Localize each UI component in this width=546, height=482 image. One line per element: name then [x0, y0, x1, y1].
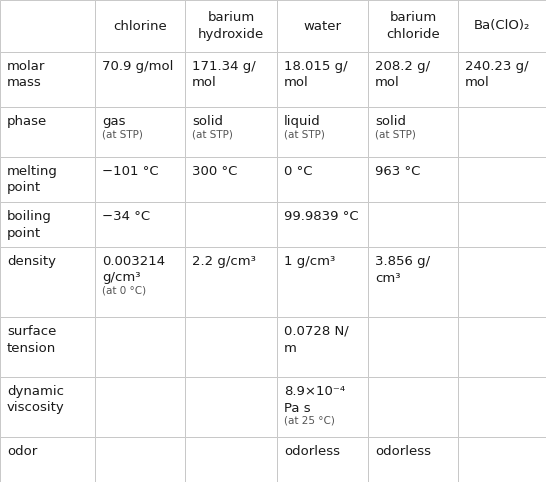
- Text: −34 °C: −34 °C: [102, 210, 150, 223]
- Bar: [458, 247, 546, 317]
- Bar: [185, 437, 277, 482]
- Bar: [277, 107, 368, 157]
- Bar: [185, 247, 277, 317]
- Text: chlorine: chlorine: [113, 19, 167, 32]
- Bar: [185, 52, 277, 107]
- Text: dynamic
viscosity: dynamic viscosity: [7, 385, 65, 415]
- Bar: [458, 377, 546, 437]
- Bar: [368, 52, 458, 107]
- Bar: [368, 157, 458, 202]
- Text: 0 °C: 0 °C: [284, 165, 312, 178]
- Text: water: water: [304, 19, 341, 32]
- Bar: [277, 52, 368, 107]
- Bar: [277, 437, 368, 482]
- Bar: [368, 202, 458, 247]
- Text: (at STP): (at STP): [192, 129, 233, 139]
- Bar: [0, 107, 95, 157]
- Bar: [95, 247, 185, 317]
- Text: 2.2 g/cm³: 2.2 g/cm³: [192, 255, 256, 268]
- Text: gas: gas: [102, 115, 126, 128]
- Text: (at 0 °C): (at 0 °C): [102, 285, 146, 295]
- Text: surface
tension: surface tension: [7, 325, 56, 354]
- Text: 208.2 g/
mol: 208.2 g/ mol: [375, 60, 430, 90]
- Bar: [0, 157, 95, 202]
- Bar: [185, 0, 277, 52]
- Bar: [185, 107, 277, 157]
- Text: 240.23 g/
mol: 240.23 g/ mol: [465, 60, 529, 90]
- Text: 0.003214
g/cm³: 0.003214 g/cm³: [102, 255, 165, 284]
- Text: 70.9 g/mol: 70.9 g/mol: [102, 60, 174, 73]
- Bar: [185, 377, 277, 437]
- Bar: [458, 0, 546, 52]
- Text: 171.34 g/
mol: 171.34 g/ mol: [192, 60, 256, 90]
- Bar: [277, 377, 368, 437]
- Text: (at 25 °C): (at 25 °C): [284, 415, 335, 426]
- Text: boiling
point: boiling point: [7, 210, 52, 240]
- Bar: [95, 437, 185, 482]
- Bar: [95, 317, 185, 377]
- Bar: [0, 202, 95, 247]
- Bar: [95, 202, 185, 247]
- Bar: [277, 247, 368, 317]
- Bar: [368, 107, 458, 157]
- Bar: [277, 0, 368, 52]
- Text: odorless: odorless: [284, 445, 340, 458]
- Bar: [95, 52, 185, 107]
- Bar: [458, 317, 546, 377]
- Text: (at STP): (at STP): [284, 129, 325, 139]
- Bar: [368, 437, 458, 482]
- Text: density: density: [7, 255, 56, 268]
- Text: 18.015 g/
mol: 18.015 g/ mol: [284, 60, 348, 90]
- Bar: [95, 157, 185, 202]
- Text: 0.0728 N/
m: 0.0728 N/ m: [284, 325, 349, 354]
- Bar: [95, 107, 185, 157]
- Bar: [0, 247, 95, 317]
- Bar: [0, 52, 95, 107]
- Text: solid: solid: [192, 115, 223, 128]
- Bar: [277, 157, 368, 202]
- Text: barium
hydroxide: barium hydroxide: [198, 11, 264, 41]
- Text: (at STP): (at STP): [375, 129, 416, 139]
- Bar: [0, 0, 95, 52]
- Bar: [0, 377, 95, 437]
- Bar: [368, 377, 458, 437]
- Bar: [458, 52, 546, 107]
- Text: barium
chloride: barium chloride: [386, 11, 440, 41]
- Bar: [458, 437, 546, 482]
- Bar: [368, 247, 458, 317]
- Bar: [277, 317, 368, 377]
- Text: melting
point: melting point: [7, 165, 58, 195]
- Bar: [95, 377, 185, 437]
- Bar: [458, 157, 546, 202]
- Text: 99.9839 °C: 99.9839 °C: [284, 210, 359, 223]
- Text: odor: odor: [7, 445, 37, 458]
- Bar: [95, 0, 185, 52]
- Text: phase: phase: [7, 115, 48, 128]
- Text: 1 g/cm³: 1 g/cm³: [284, 255, 335, 268]
- Bar: [458, 107, 546, 157]
- Bar: [0, 437, 95, 482]
- Bar: [368, 317, 458, 377]
- Bar: [368, 0, 458, 52]
- Bar: [185, 157, 277, 202]
- Text: 8.9×10⁻⁴
Pa s: 8.9×10⁻⁴ Pa s: [284, 385, 345, 415]
- Text: Ba(ClO)₂: Ba(ClO)₂: [474, 19, 530, 32]
- Text: liquid: liquid: [284, 115, 321, 128]
- Bar: [0, 317, 95, 377]
- Bar: [277, 202, 368, 247]
- Text: 963 °C: 963 °C: [375, 165, 420, 178]
- Bar: [185, 317, 277, 377]
- Bar: [458, 202, 546, 247]
- Text: −101 °C: −101 °C: [102, 165, 159, 178]
- Text: molar
mass: molar mass: [7, 60, 45, 90]
- Bar: [185, 202, 277, 247]
- Text: odorless: odorless: [375, 445, 431, 458]
- Text: 3.856 g/
cm³: 3.856 g/ cm³: [375, 255, 430, 284]
- Text: (at STP): (at STP): [102, 129, 143, 139]
- Text: 300 °C: 300 °C: [192, 165, 238, 178]
- Text: solid: solid: [375, 115, 406, 128]
